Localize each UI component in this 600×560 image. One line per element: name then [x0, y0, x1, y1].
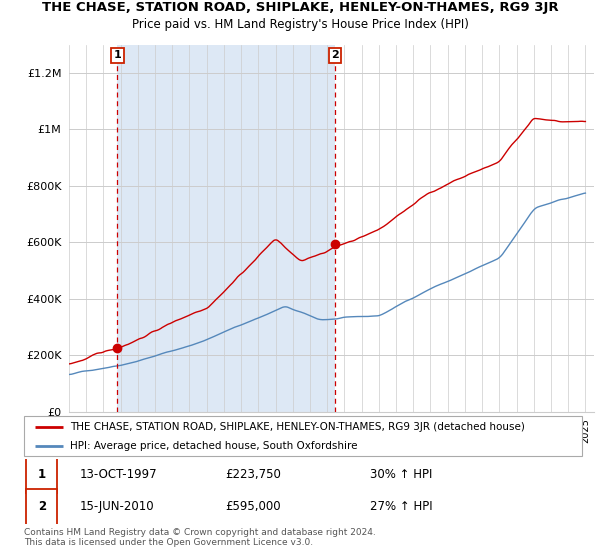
Text: 13-OCT-1997: 13-OCT-1997	[80, 468, 157, 481]
Text: 1: 1	[113, 50, 121, 60]
Bar	[117, 45, 335, 412]
Text: Price paid vs. HM Land Registry's House Price Index (HPI): Price paid vs. HM Land Registry's House …	[131, 18, 469, 31]
Text: HPI: Average price, detached house, South Oxfordshire: HPI: Average price, detached house, Sout…	[70, 441, 357, 450]
Text: 15-JUN-2010: 15-JUN-2010	[80, 500, 154, 514]
Text: £223,750: £223,750	[225, 468, 281, 481]
Text: THE CHASE, STATION ROAD, SHIPLAKE, HENLEY-ON-THAMES, RG9 3JR (detached house): THE CHASE, STATION ROAD, SHIPLAKE, HENLE…	[70, 422, 524, 432]
Text: 2: 2	[38, 500, 46, 514]
Text: 30% ↑ HPI: 30% ↑ HPI	[370, 468, 433, 481]
FancyBboxPatch shape	[26, 489, 58, 525]
Text: 1: 1	[38, 468, 46, 481]
FancyBboxPatch shape	[26, 456, 58, 493]
Text: 2: 2	[331, 50, 339, 60]
Text: THE CHASE, STATION ROAD, SHIPLAKE, HENLEY-ON-THAMES, RG9 3JR: THE CHASE, STATION ROAD, SHIPLAKE, HENLE…	[41, 1, 559, 14]
FancyBboxPatch shape	[24, 416, 582, 456]
Text: 27% ↑ HPI: 27% ↑ HPI	[370, 500, 433, 514]
Text: £595,000: £595,000	[225, 500, 281, 514]
Text: Contains HM Land Registry data © Crown copyright and database right 2024.
This d: Contains HM Land Registry data © Crown c…	[24, 528, 376, 547]
